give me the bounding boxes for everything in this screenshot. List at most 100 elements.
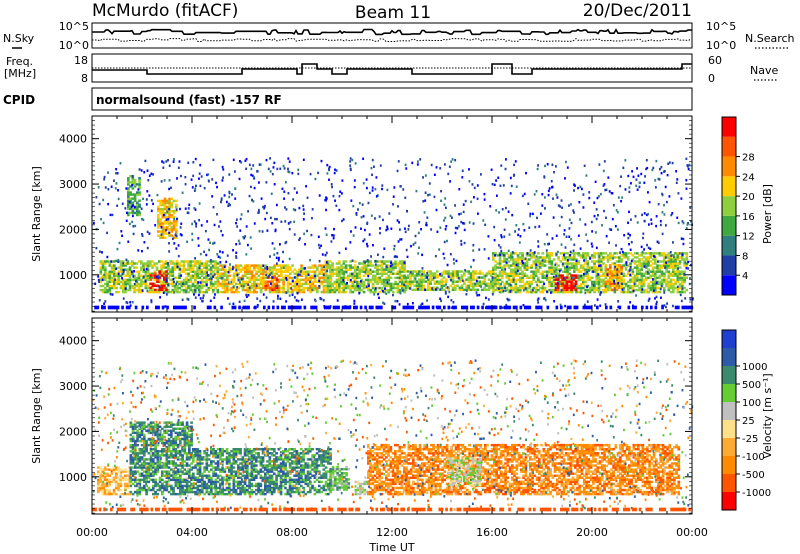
data-cell <box>472 274 475 277</box>
data-cell <box>360 266 364 269</box>
data-cell <box>262 270 265 273</box>
scatter-cell <box>522 303 525 307</box>
scatter-cell <box>465 293 468 296</box>
data-cell <box>298 290 301 294</box>
data-cell <box>168 197 171 201</box>
data-cell <box>144 272 148 275</box>
data-cell <box>396 290 400 294</box>
data-cell <box>683 258 686 261</box>
near-range-cell <box>472 305 475 310</box>
data-cell <box>362 260 366 263</box>
data-cell <box>146 270 150 273</box>
data-cell <box>606 278 610 282</box>
data-cell <box>478 280 482 283</box>
data-cell <box>172 224 176 227</box>
data-cell <box>521 252 524 255</box>
data-cell <box>528 282 531 286</box>
data-cell <box>490 270 493 273</box>
data-cell <box>519 256 522 259</box>
data-cell <box>180 288 184 292</box>
data-cell <box>146 262 150 265</box>
data-cell <box>153 290 157 294</box>
scatter-cell <box>623 233 626 237</box>
scatter-cell <box>360 216 363 219</box>
scatter-cell <box>95 246 98 250</box>
data-cell <box>636 252 639 255</box>
data-cell <box>353 288 357 292</box>
scatter-cell <box>246 243 249 247</box>
data-cell <box>257 270 261 273</box>
data-cell <box>280 266 283 269</box>
data-cell <box>584 258 587 261</box>
scatter-cell <box>184 183 187 186</box>
data-cell <box>492 284 495 288</box>
scatter-cell <box>538 225 541 228</box>
data-cell <box>277 284 281 288</box>
scatter-cell <box>660 171 663 175</box>
near-range-cell <box>368 305 372 310</box>
data-cell <box>667 258 671 261</box>
data-cell <box>333 288 337 292</box>
data-cell <box>541 256 545 259</box>
data-cell <box>498 272 502 275</box>
near-range-cell <box>566 305 570 310</box>
data-cell <box>514 270 518 273</box>
scatter-cell <box>446 263 449 267</box>
data-cell <box>579 270 583 273</box>
scatter-cell <box>421 273 424 276</box>
data-cell <box>624 254 628 257</box>
data-cell <box>331 288 334 292</box>
data-cell <box>555 272 558 275</box>
scatter-cell <box>275 203 278 207</box>
data-cell <box>672 270 675 273</box>
scatter-cell <box>528 226 531 229</box>
scatter-cell <box>125 301 128 304</box>
scatter-cell <box>461 176 464 179</box>
scatter-cell <box>140 169 143 172</box>
data-cell <box>401 264 404 267</box>
data-cell <box>510 280 513 284</box>
data-cell <box>613 264 617 267</box>
scatter-cell <box>572 209 575 212</box>
data-cell <box>624 282 628 286</box>
scatter-cell <box>435 166 438 169</box>
scatter-cell <box>452 258 455 261</box>
scatter-cell <box>464 269 467 272</box>
scatter-cell <box>683 272 686 276</box>
scatter-cell <box>628 210 630 214</box>
data-cell <box>110 492 114 496</box>
scatter-cell <box>579 218 582 221</box>
data-cell <box>376 272 379 275</box>
data-cell <box>110 264 114 267</box>
scatter-cell <box>194 208 197 211</box>
data-cell <box>380 278 384 282</box>
noise-left-tick-bottom: 10^0 <box>59 39 89 52</box>
data-cell <box>627 256 630 259</box>
data-cell <box>142 280 145 284</box>
scatter-cell <box>213 223 216 227</box>
data-cell <box>591 284 594 288</box>
scatter-cell <box>98 280 101 284</box>
scatter-cell <box>252 200 255 203</box>
data-cell <box>530 274 533 278</box>
near-range-cell <box>650 305 653 310</box>
data-cell <box>534 272 538 275</box>
data-cell <box>512 270 515 273</box>
scatter-cell <box>577 186 579 190</box>
data-cell <box>358 276 361 280</box>
data-cell <box>454 280 457 283</box>
data-cell <box>663 274 666 278</box>
scatter-cell <box>216 185 218 189</box>
near-range-cell <box>519 305 523 310</box>
data-cell <box>115 272 118 275</box>
data-cell <box>223 288 227 292</box>
data-cell <box>221 268 225 271</box>
data-cell <box>401 266 404 269</box>
data-cell <box>615 286 619 290</box>
data-cell <box>214 282 217 286</box>
data-cell <box>237 290 240 294</box>
data-cell <box>230 268 234 271</box>
data-cell <box>629 262 632 265</box>
data-cell <box>159 203 162 207</box>
scatter-cell <box>598 264 601 268</box>
